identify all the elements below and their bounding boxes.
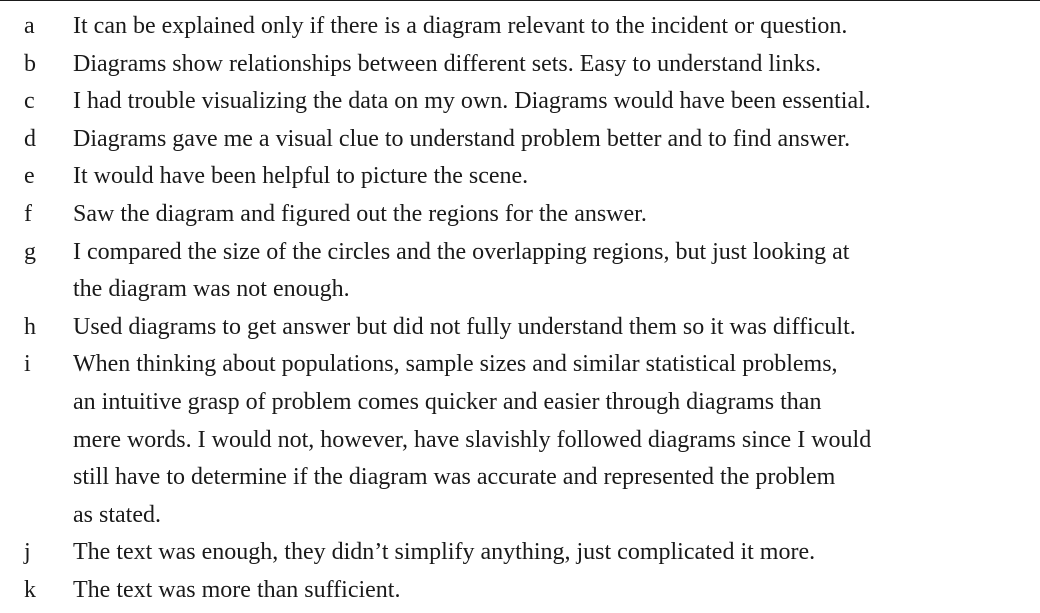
row-text-line: Diagrams show relationships between diff… — [73, 50, 822, 77]
row-text-line: The text was more than sufficient. — [73, 576, 401, 603]
row-text: It can be explained only if there is a d… — [73, 8, 1033, 46]
responses-table: a It can be explained only if there is a… — [0, 8, 1040, 610]
row-text: Used diagrams to get answer but did not … — [73, 309, 1033, 347]
table-row: d Diagrams gave me a visual clue to unde… — [0, 121, 1040, 159]
row-label: e — [24, 163, 35, 190]
row-text-line: The text was enough, they didn’t simplif… — [73, 539, 816, 566]
row-label: b — [24, 50, 36, 77]
row-text-line: an intuitive grasp of problem comes quic… — [73, 388, 822, 415]
row-text-line: Saw the diagram and figured out the regi… — [73, 200, 647, 227]
table-row: j The text was enough, they didn’t simpl… — [0, 534, 1040, 572]
row-text-line: mere words. I would not, however, have s… — [73, 426, 872, 453]
row-label: a — [24, 13, 35, 39]
row-label: d — [24, 125, 36, 152]
table-row: a It can be explained only if there is a… — [0, 8, 1040, 46]
row-label: k — [24, 576, 36, 603]
row-text: Saw the diagram and figured out the regi… — [73, 196, 1033, 234]
table-top-rule — [0, 0, 1040, 1]
table-row: k The text was more than sufficient. — [0, 572, 1040, 610]
row-text-line: It can be explained only if there is a d… — [73, 13, 848, 39]
row-text: I had trouble visualizing the data on my… — [73, 83, 1033, 121]
row-text-line: I compared the size of the circles and t… — [73, 238, 850, 265]
row-label: f — [24, 200, 32, 227]
row-text: Diagrams gave me a visual clue to unders… — [73, 121, 1033, 159]
row-label: i — [24, 351, 31, 378]
row-label: h — [24, 313, 36, 340]
row-text: Diagrams show relationships between diff… — [73, 46, 1033, 84]
row-text: It would have been helpful to picture th… — [73, 158, 1033, 196]
table-row: i When thinking about populations, sampl… — [0, 346, 1040, 534]
row-label: j — [24, 539, 31, 566]
table-row: g I compared the size of the circles and… — [0, 234, 1040, 309]
table-row: e It would have been helpful to picture … — [0, 158, 1040, 196]
row-text-line: I had trouble visualizing the data on my… — [73, 88, 871, 115]
row-text-line: the diagram was not enough. — [73, 276, 350, 303]
row-label: g — [24, 238, 36, 265]
row-text: The text was enough, they didn’t simplif… — [73, 534, 1033, 572]
row-text: The text was more than sufficient. — [73, 572, 1033, 610]
row-text-line: It would have been helpful to picture th… — [73, 163, 529, 190]
row-text-line: Diagrams gave me a visual clue to unders… — [73, 125, 851, 152]
row-text: When thinking about populations, sample … — [73, 346, 1033, 534]
table-row: c I had trouble visualizing the data on … — [0, 83, 1040, 121]
row-label: c — [24, 88, 35, 115]
row-text-line: still have to determine if the diagram w… — [73, 464, 836, 491]
row-text-line: as stated. — [73, 501, 161, 528]
table-row: f Saw the diagram and figured out the re… — [0, 196, 1040, 234]
table-row: b Diagrams show relationships between di… — [0, 46, 1040, 84]
row-text: I compared the size of the circles and t… — [73, 234, 1033, 309]
table-row: h Used diagrams to get answer but did no… — [0, 309, 1040, 347]
row-text-line: Used diagrams to get answer but did not … — [73, 313, 856, 340]
row-text-line: When thinking about populations, sample … — [73, 351, 838, 378]
